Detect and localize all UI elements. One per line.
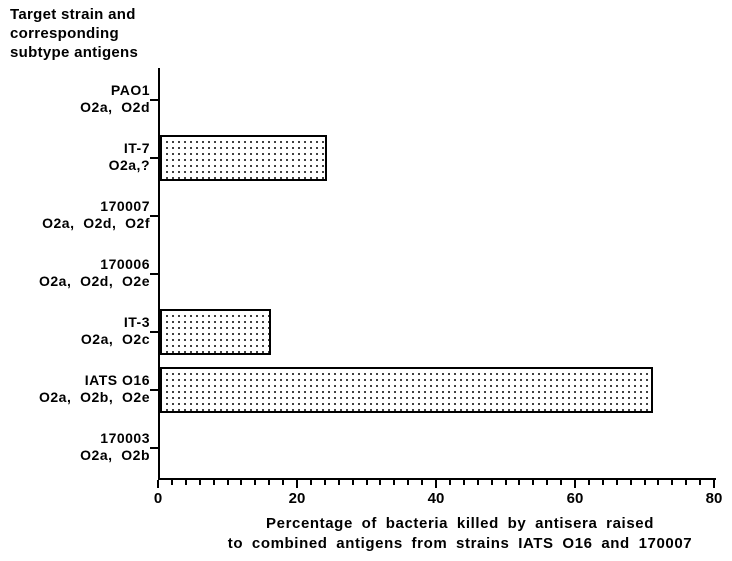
x-tick-minor (240, 480, 242, 485)
bar-row (160, 77, 716, 123)
x-tick-minor (685, 480, 687, 485)
category-label: 170006 O2a, O2d, O2e (0, 256, 150, 290)
x-tick-minor (463, 480, 465, 485)
x-tick-minor (268, 480, 270, 485)
x-tick-minor (449, 480, 451, 485)
y-tick (150, 157, 158, 159)
x-tick-minor (185, 480, 187, 485)
x-tick-minor (505, 480, 507, 485)
x-tick-minor (546, 480, 548, 485)
bar (160, 135, 327, 181)
x-tick-minor (518, 480, 520, 485)
y-tick (150, 331, 158, 333)
bar-row (160, 135, 716, 181)
bar-row (160, 309, 716, 355)
bar (160, 309, 271, 355)
x-tick-label: 80 (706, 490, 723, 507)
x-tick-minor (213, 480, 215, 485)
x-tick-minor (588, 480, 590, 485)
x-tick-minor (227, 480, 229, 485)
x-tick-minor (616, 480, 618, 485)
x-tick-minor (171, 480, 173, 485)
x-tick-minor (352, 480, 354, 485)
x-tick-major (435, 480, 437, 488)
x-tick-minor (282, 480, 284, 485)
y-axis-title: Target strain and corresponding subtype … (10, 6, 138, 62)
x-tick-major (296, 480, 298, 488)
category-label: IATS O16 O2a, O2b, O2e (0, 372, 150, 406)
x-tick-minor (366, 480, 368, 485)
x-tick-label: 40 (428, 490, 445, 507)
x-tick-minor (699, 480, 701, 485)
x-tick-minor (338, 480, 340, 485)
category-label: 170003 O2a, O2b (0, 430, 150, 464)
x-axis-title: Percentage of bacteria killed by antiser… (210, 514, 710, 555)
bar-row (160, 367, 716, 413)
x-tick-minor (199, 480, 201, 485)
x-tick-major (574, 480, 576, 488)
x-tick-minor (532, 480, 534, 485)
bar-row (160, 251, 716, 297)
x-tick-minor (560, 480, 562, 485)
x-tick-minor (310, 480, 312, 485)
x-tick-minor (254, 480, 256, 485)
category-label: IT-3 O2a, O2c (0, 314, 150, 348)
category-label: PAO1 O2a, O2d (0, 82, 150, 116)
plot-area (158, 68, 716, 480)
x-tick-label: 0 (154, 490, 162, 507)
x-tick-minor (644, 480, 646, 485)
x-tick-minor (421, 480, 423, 485)
category-label: 170007 O2a, O2d, O2f (0, 198, 150, 232)
x-tick-minor (671, 480, 673, 485)
x-tick-minor (477, 480, 479, 485)
x-tick-label: 20 (289, 490, 306, 507)
x-tick-minor (407, 480, 409, 485)
x-tick-major (157, 480, 159, 488)
chart-container: Target strain and corresponding subtype … (0, 0, 732, 561)
x-tick-minor (602, 480, 604, 485)
y-tick (150, 99, 158, 101)
x-tick-minor (379, 480, 381, 485)
x-tick-major (713, 480, 715, 488)
y-tick (150, 389, 158, 391)
x-tick-minor (324, 480, 326, 485)
y-tick (150, 273, 158, 275)
y-tick (150, 215, 158, 217)
bar-row (160, 193, 716, 239)
x-tick-minor (393, 480, 395, 485)
x-tick-minor (657, 480, 659, 485)
bar (160, 367, 653, 413)
y-tick (150, 447, 158, 449)
x-tick-label: 60 (567, 490, 584, 507)
category-label: IT-7 O2a,? (0, 140, 150, 174)
x-tick-minor (491, 480, 493, 485)
bar-row (160, 425, 716, 471)
x-tick-minor (630, 480, 632, 485)
